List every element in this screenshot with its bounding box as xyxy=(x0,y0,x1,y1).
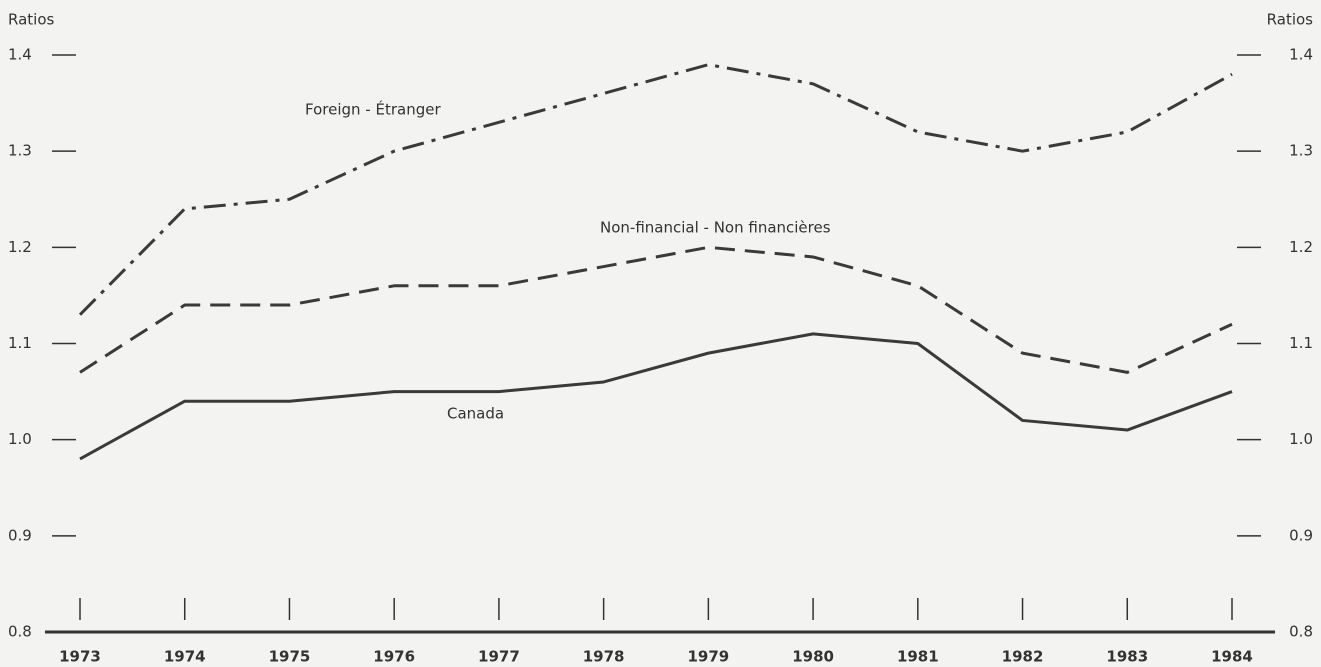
y-axis-label: Ratios xyxy=(8,11,55,29)
x-tick-label: 1980 xyxy=(792,648,834,666)
y2-tick-label: 1.1 xyxy=(1289,334,1313,352)
series-line xyxy=(79,332,1233,461)
series-label: Non-financial - Non financières xyxy=(600,219,831,237)
x-tick-label: 1982 xyxy=(1002,648,1044,666)
x-tick-label: 1983 xyxy=(1106,648,1148,666)
x-tick-label: 1974 xyxy=(164,648,206,666)
y-tick-label: 1.1 xyxy=(8,334,32,352)
y2-tick-label: 1.0 xyxy=(1289,430,1313,448)
series-label: Foreign - Étranger xyxy=(305,100,441,119)
y2-tick-label: 1.4 xyxy=(1289,46,1313,64)
x-tick-label: 1973 xyxy=(59,648,101,666)
y2-tick-label: 1.3 xyxy=(1289,142,1313,160)
x-tick-label: 1975 xyxy=(269,648,311,666)
x-tick-label: 1976 xyxy=(373,648,415,666)
x-tick-label: 1981 xyxy=(897,648,939,666)
series-line xyxy=(79,245,1233,374)
y-tick-label: 1.4 xyxy=(8,46,32,64)
y2-tick-label: 0.9 xyxy=(1289,526,1313,544)
y-tick-label: 0.8 xyxy=(8,623,32,641)
x-tick-label: 1979 xyxy=(687,648,729,666)
y2-tick-label: 1.2 xyxy=(1289,238,1313,256)
y-tick-label: 0.9 xyxy=(8,526,32,544)
y2-axis-label: Ratios xyxy=(1267,11,1314,29)
x-tick-label: 1977 xyxy=(478,648,520,666)
series-line xyxy=(78,63,1233,316)
series-label: Canada xyxy=(447,405,504,423)
y-tick-label: 1.2 xyxy=(8,238,32,256)
x-tick-label: 1984 xyxy=(1211,648,1253,666)
x-tick-label: 1978 xyxy=(583,648,625,666)
y-tick-label: 1.0 xyxy=(8,430,32,448)
y2-tick-label: 0.8 xyxy=(1289,623,1313,641)
y-tick-label: 1.3 xyxy=(8,142,32,160)
